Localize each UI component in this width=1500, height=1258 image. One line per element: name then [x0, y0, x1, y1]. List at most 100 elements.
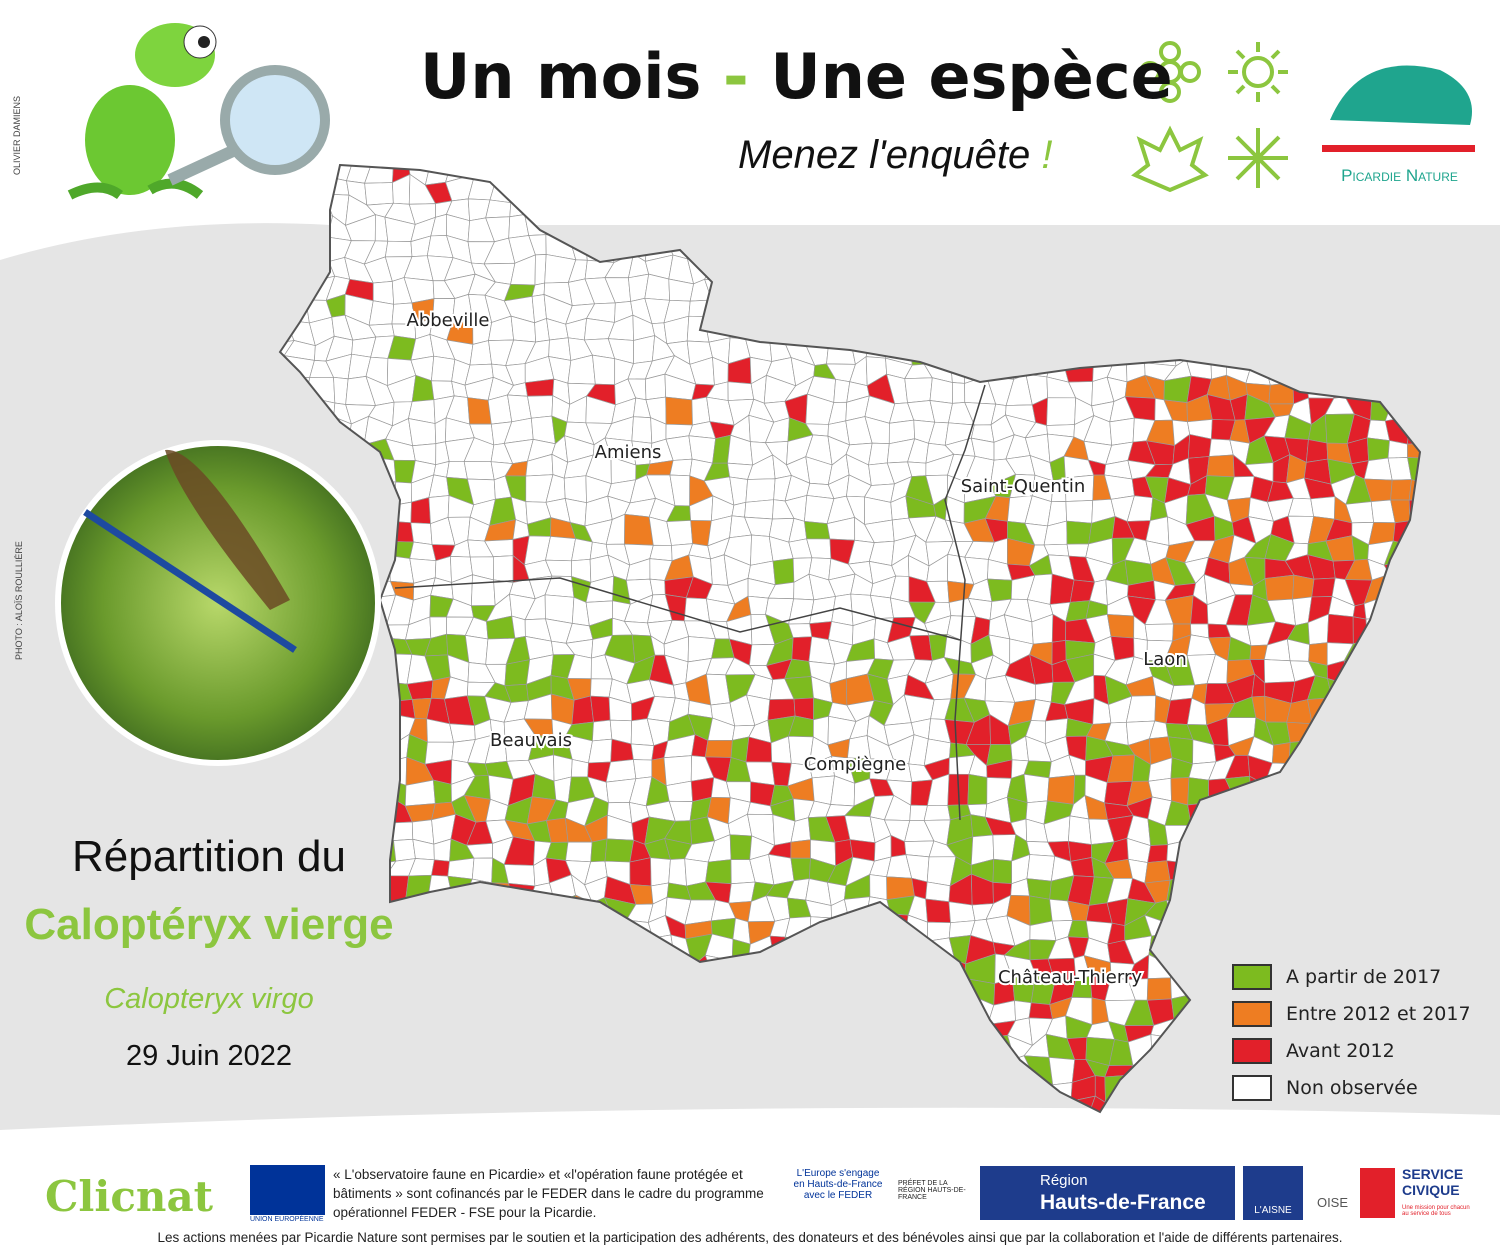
commune: [750, 202, 773, 220]
commune: [912, 201, 930, 226]
legend-swatch: [1232, 1074, 1272, 1101]
commune: [769, 198, 791, 216]
commune: [672, 165, 687, 180]
commune: [1048, 1057, 1076, 1086]
commune: [1250, 194, 1275, 223]
commune: [745, 478, 776, 503]
commune: [546, 165, 576, 184]
commune: [1104, 165, 1134, 186]
service-civique: SERVICE CIVIQUE: [1402, 1166, 1464, 1198]
commune: [684, 165, 717, 187]
commune: [1084, 165, 1114, 182]
species-heading: Répartition du: [72, 832, 346, 881]
commune: [493, 555, 514, 583]
commune: [1390, 479, 1412, 501]
commune: [630, 743, 655, 761]
commune: [845, 195, 870, 225]
subtitle-text: Menez l'enquête: [738, 133, 1031, 177]
commune: [327, 1115, 355, 1143]
commune: [1187, 434, 1212, 459]
commune: [1246, 1122, 1272, 1144]
commune: [1034, 681, 1054, 703]
species-latin-name: Calopteryx virgo: [104, 983, 314, 1015]
commune: [1206, 454, 1235, 478]
commune: [1450, 199, 1474, 223]
commune: [1067, 815, 1092, 845]
commune: [544, 204, 575, 225]
commune: [1074, 173, 1097, 204]
commune: [1133, 195, 1154, 225]
eu-label: UNION EUROPÉENNE: [250, 1216, 324, 1223]
commune: [868, 442, 890, 466]
commune: [949, 1118, 971, 1143]
commune: [1045, 181, 1076, 203]
title-part: Un mois: [420, 40, 702, 113]
commune: [1170, 777, 1190, 806]
commune: [948, 901, 976, 924]
commune: [592, 354, 616, 386]
legend-label: Entre 2012 et 2017: [1286, 1002, 1471, 1025]
commune: [571, 695, 594, 725]
commune: [704, 194, 734, 224]
species-common-name: Caloptéryx vierge: [24, 900, 394, 949]
commune: [829, 175, 853, 200]
commune: [529, 1117, 554, 1143]
legend: A partir de 2017 Entre 2012 et 2017 Avant …: [1232, 958, 1471, 1106]
commune: [614, 180, 629, 207]
legend-swatch: [1232, 963, 1272, 990]
commune: [431, 859, 450, 877]
commune: [1147, 844, 1169, 863]
region-logo: Région Hauts-de-France: [980, 1166, 1235, 1220]
commune: [667, 1117, 691, 1143]
commune: [1025, 1116, 1052, 1146]
commune: [927, 194, 955, 226]
legend-item: Entre 2012 et 2017: [1232, 995, 1471, 1032]
commune: [632, 759, 653, 780]
commune: [705, 859, 732, 885]
commune: [611, 194, 632, 227]
commune: [710, 165, 732, 187]
commune: [467, 397, 492, 425]
commune: [672, 177, 696, 204]
department-border: [944, 384, 986, 821]
commune: [1263, 200, 1295, 223]
commune: [784, 198, 815, 219]
commune: [704, 739, 733, 758]
commune: [1323, 196, 1355, 218]
commune: [1232, 194, 1255, 219]
commune: [1085, 1124, 1115, 1139]
commune: [1286, 178, 1313, 202]
commune: [1168, 1125, 1192, 1141]
commune: [904, 377, 933, 404]
commune: [869, 874, 888, 901]
commune: [986, 1119, 1016, 1137]
commune: [604, 838, 635, 863]
commune: [666, 520, 693, 546]
commune: [510, 178, 534, 204]
commune: [1209, 1117, 1228, 1143]
commune: [1070, 857, 1095, 878]
dragonfly-body: [83, 509, 297, 653]
region-outline: [278, 163, 1422, 1114]
commune: [1269, 1118, 1289, 1144]
commune: [1046, 774, 1076, 805]
commune: [1065, 500, 1094, 524]
commune: [1023, 773, 1050, 804]
clicnat-logo: Clicnat: [45, 1172, 214, 1221]
commune: [545, 536, 576, 562]
commune: [546, 178, 575, 207]
commune: [1310, 496, 1336, 520]
commune: [590, 838, 608, 863]
commune: [447, 1117, 475, 1139]
commune: [1227, 1118, 1249, 1143]
commune: [1031, 195, 1048, 225]
commune: [514, 165, 534, 186]
commune: [729, 834, 753, 861]
commune: [971, 1119, 993, 1139]
commune: [765, 1124, 794, 1141]
commune: [810, 1120, 833, 1141]
commune: [1413, 194, 1420, 225]
commune: [1192, 200, 1213, 227]
commune: [789, 1124, 815, 1137]
commune: [1210, 202, 1233, 219]
